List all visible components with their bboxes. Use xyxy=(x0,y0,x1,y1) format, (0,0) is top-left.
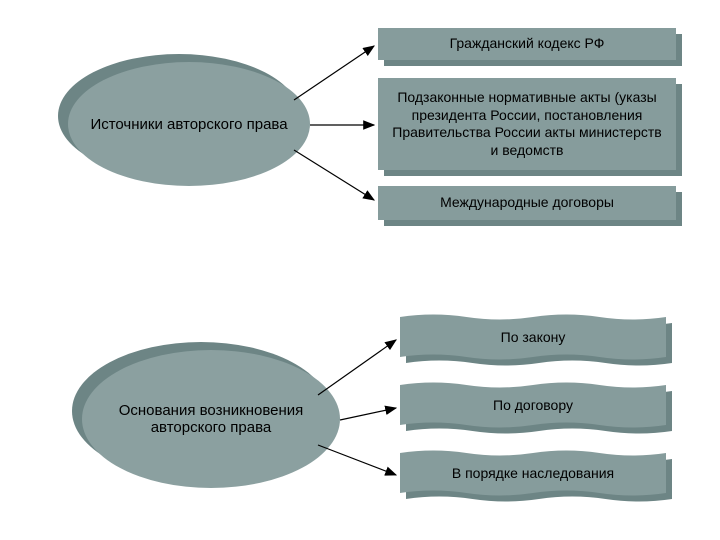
ellipse-label: Источники авторского права xyxy=(90,116,287,133)
target-bylaws: Подзаконные нормативные акты (указы през… xyxy=(378,78,676,170)
target-international: Международные договоры xyxy=(378,186,676,220)
target-by-law: По закону xyxy=(400,317,666,357)
rect-label: Гражданский кодекс РФ xyxy=(450,35,605,53)
target-by-contract: По договору xyxy=(400,385,666,425)
ellipse-label: Основания возникновения авторского права xyxy=(102,402,320,436)
target-by-inheritance: В порядке наследования xyxy=(400,453,666,493)
diagram-canvas: Источники авторского права Гражданский к… xyxy=(0,0,720,540)
rect-label: Международные договоры xyxy=(440,194,614,212)
wavy-label: В порядке наследования xyxy=(452,465,614,481)
rect-label: Подзаконные нормативные акты (указы през… xyxy=(388,89,666,159)
wavy-label: По договору xyxy=(493,397,573,413)
target-civil-code: Гражданский кодекс РФ xyxy=(378,28,676,60)
wavy-label: По закону xyxy=(501,329,566,345)
source-node-grounds: Основания возникновения авторского права xyxy=(82,350,340,488)
source-node-sources: Источники авторского права xyxy=(68,62,310,186)
